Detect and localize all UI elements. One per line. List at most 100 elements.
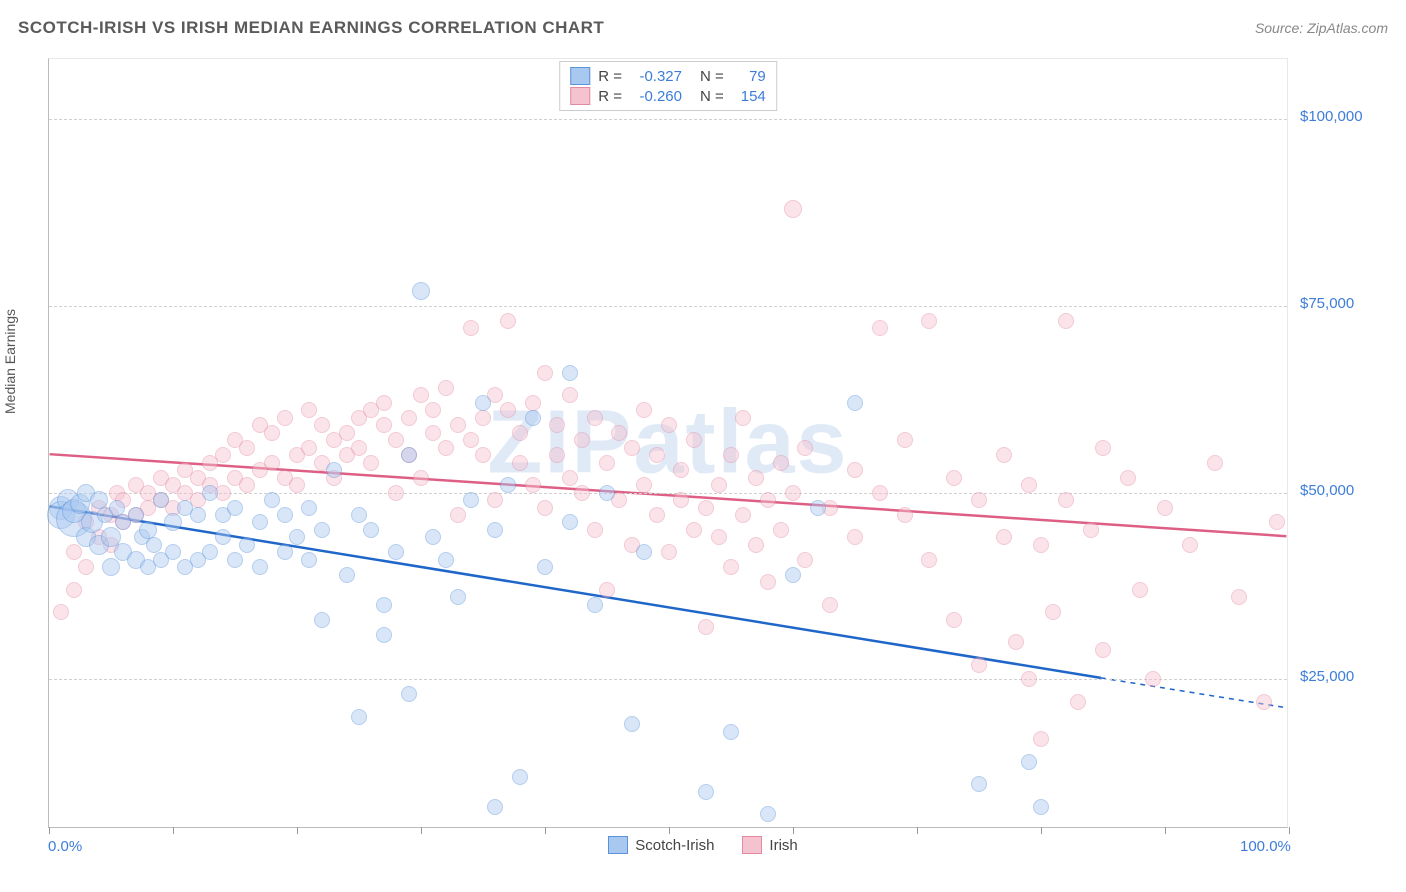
data-point [897, 432, 913, 448]
data-point [698, 784, 714, 800]
data-point [673, 492, 689, 508]
data-point [971, 492, 987, 508]
data-point [723, 447, 739, 463]
data-point [723, 724, 739, 740]
x-tick [49, 827, 50, 834]
data-point [164, 513, 182, 531]
data-point [1058, 313, 1074, 329]
data-point [351, 709, 367, 725]
data-point [301, 500, 317, 516]
data-point [785, 485, 801, 501]
data-point [146, 537, 162, 553]
data-point [289, 529, 305, 545]
data-point [537, 365, 553, 381]
data-point [1021, 754, 1037, 770]
data-point [636, 477, 652, 493]
chart-header: SCOTCH-IRISH VS IRISH MEDIAN EARNINGS CO… [18, 18, 1388, 38]
data-point [413, 387, 429, 403]
data-point [624, 440, 640, 456]
data-point [649, 447, 665, 463]
data-point [574, 432, 590, 448]
data-point [698, 619, 714, 635]
data-point [227, 500, 243, 516]
data-point [512, 455, 528, 471]
data-point [525, 410, 541, 426]
data-point [661, 417, 677, 433]
n-value: 154 [732, 88, 766, 105]
data-point [562, 514, 578, 530]
data-point [475, 395, 491, 411]
data-point [711, 477, 727, 493]
data-point [1182, 537, 1198, 553]
x-tick [793, 827, 794, 834]
data-point [376, 597, 392, 613]
data-point [773, 522, 789, 538]
legend-label: Scotch-Irish [635, 837, 714, 854]
data-point [351, 507, 367, 523]
data-point [971, 776, 987, 792]
data-point [897, 507, 913, 523]
data-point [66, 544, 82, 560]
data-point [562, 365, 578, 381]
x-tick [297, 827, 298, 834]
data-point [1058, 492, 1074, 508]
stat-label: R = [598, 88, 622, 105]
stats-row: R =-0.327N =79 [570, 66, 766, 86]
data-point [314, 417, 330, 433]
data-point [611, 425, 627, 441]
data-point [202, 544, 218, 560]
y-tick-label: $75,000 [1300, 295, 1354, 312]
data-point [487, 799, 503, 815]
data-point [500, 477, 516, 493]
data-point [1145, 671, 1161, 687]
data-point [78, 559, 94, 575]
data-point [946, 470, 962, 486]
data-point [784, 200, 802, 218]
data-point [277, 507, 293, 523]
data-point [872, 320, 888, 336]
data-point [487, 492, 503, 508]
data-point [376, 417, 392, 433]
data-point [438, 552, 454, 568]
data-point [401, 686, 417, 702]
data-point [698, 500, 714, 516]
x-tick [173, 827, 174, 834]
x-tick [421, 827, 422, 834]
data-point [401, 410, 417, 426]
data-point [239, 440, 255, 456]
data-point [512, 769, 528, 785]
y-tick-label: $50,000 [1300, 482, 1354, 499]
data-point [760, 806, 776, 822]
data-point [388, 485, 404, 501]
data-point [562, 470, 578, 486]
data-point [413, 470, 429, 486]
data-point [277, 544, 293, 560]
data-point [810, 500, 826, 516]
data-point [921, 313, 937, 329]
scatter-plot: ZIPatlas R =-0.327N =79R =-0.260N =154 [48, 58, 1288, 828]
data-point [301, 402, 317, 418]
data-point [797, 552, 813, 568]
data-point [587, 522, 603, 538]
x-tick-label: 100.0% [1240, 838, 1291, 855]
data-point [512, 425, 528, 441]
data-point [500, 313, 516, 329]
data-point [797, 440, 813, 456]
data-point [785, 567, 801, 583]
data-point [264, 492, 280, 508]
data-point [326, 462, 342, 478]
data-point [587, 410, 603, 426]
data-point [128, 507, 144, 523]
data-point [673, 462, 689, 478]
data-point [649, 507, 665, 523]
data-point [339, 425, 355, 441]
gridline [49, 119, 1287, 120]
data-point [1120, 470, 1136, 486]
data-point [438, 440, 454, 456]
data-point [686, 522, 702, 538]
data-point [215, 447, 231, 463]
data-point [636, 402, 652, 418]
data-point [735, 507, 751, 523]
chart-title: SCOTCH-IRISH VS IRISH MEDIAN EARNINGS CO… [18, 18, 604, 38]
data-point [996, 529, 1012, 545]
